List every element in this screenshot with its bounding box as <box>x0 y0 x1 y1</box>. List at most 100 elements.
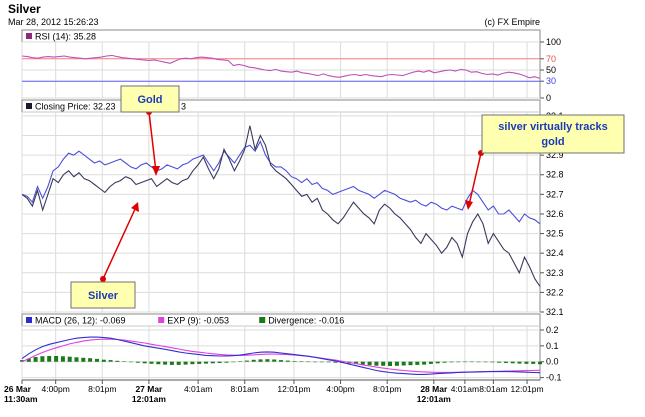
macd-ytick-label-2: 0.0 <box>546 357 559 367</box>
macd-frame <box>21 313 541 381</box>
rsi-ytick-label-1: 70 <box>546 54 556 64</box>
copyright-text: (c) FX Empire <box>484 17 540 27</box>
macd-legend-label-0: MACD (26, 12): -0.069 <box>35 316 126 326</box>
macd-ytick-label-0: 0.2 <box>546 325 559 335</box>
divergence-bar <box>422 361 427 365</box>
divergence-bar <box>244 360 249 362</box>
rsi-ytick-label-2: 50 <box>546 65 556 75</box>
divergence-bar <box>272 359 277 362</box>
divergence-bar <box>428 361 433 364</box>
divergence-bar <box>258 359 263 362</box>
gold-arrow <box>148 111 157 173</box>
macd-legend-label-2: Divergence: -0.016 <box>268 316 344 326</box>
divergence-bar <box>503 361 508 363</box>
divergence-bar <box>313 361 318 363</box>
divergence-bar <box>401 361 406 366</box>
divergence-bar <box>129 361 133 363</box>
divergence-bar <box>490 361 495 363</box>
divergence-bar <box>142 361 147 364</box>
divergence-bar <box>54 356 59 362</box>
divergence-bar <box>456 361 461 363</box>
divergence-bar <box>238 361 243 362</box>
divergence-bar <box>469 361 474 363</box>
x-tick-label-9: 28 Mar <box>420 384 448 394</box>
divergence-bar <box>156 361 161 365</box>
divergence-bar <box>374 361 379 366</box>
divergence-bar <box>388 361 392 366</box>
x-tick-label-6: 12:01pm <box>277 384 310 394</box>
divergence-bar <box>149 361 154 364</box>
silver-arrowhead <box>131 202 139 212</box>
x-tick-label-1: 4:00pm <box>41 384 69 394</box>
price-ytick-label-3: 32.8 <box>546 170 564 180</box>
price-ytick-label-5: 32.6 <box>546 209 564 219</box>
x-tick-label-12: 12:01pm <box>511 384 544 394</box>
price-legend-label-1: 3 <box>181 102 186 112</box>
divergence-bar <box>210 361 215 364</box>
tracks-arrow <box>468 152 482 206</box>
divergence-bar <box>435 361 440 364</box>
divergence-bar <box>279 360 283 362</box>
annotations: Gold Silver silver virtually tracks gold <box>70 85 625 309</box>
divergence-bar <box>265 359 270 362</box>
divergence-bar <box>538 361 542 365</box>
divergence-bar <box>60 356 65 362</box>
price-frame <box>21 99 541 313</box>
divergence-bar <box>354 361 358 365</box>
divergence-bar <box>40 356 45 362</box>
divergence-bar <box>224 361 229 363</box>
rsi-legend-label-0: RSI (14): 35.28 <box>35 32 96 42</box>
divergence-bar <box>408 361 413 366</box>
divergence-bar <box>217 361 222 363</box>
gold-callout-text: Gold <box>137 94 162 106</box>
divergence-bar <box>26 358 31 362</box>
x-tick-sublabel-3: 12:01am <box>132 394 166 404</box>
chart-title: Silver <box>8 2 41 16</box>
divergence-bar <box>531 361 536 364</box>
divergence-bar <box>319 361 324 363</box>
rsi-ytick-label-4: 0 <box>546 93 551 103</box>
divergence-bar <box>135 361 140 363</box>
divergence-bar <box>299 361 304 362</box>
silver-arrow <box>102 206 137 280</box>
x-tick-label-2: 8:01pm <box>88 384 116 394</box>
rsi-frame <box>21 29 541 99</box>
divergence-bar <box>510 361 515 364</box>
divergence-bar <box>47 356 52 362</box>
divergence-bar <box>367 361 372 366</box>
silver-arrow-dot <box>100 276 106 282</box>
tracks-callout-line1: silver virtually tracks <box>498 121 607 133</box>
x-tick-label-5: 8:01am <box>231 384 259 394</box>
x-tick-label-11: 8:01am <box>479 384 507 394</box>
divergence-bar <box>33 357 38 362</box>
divergence-bar <box>169 361 174 365</box>
price-ytick-label-9: 32.2 <box>546 287 564 297</box>
tracks-callout-line2: gold <box>541 136 564 148</box>
divergence-bar <box>360 361 365 365</box>
chart-datetime: Mar 28, 2012 15:26:23 <box>8 17 99 27</box>
divergence-bar <box>476 361 481 363</box>
price-legend-label-0: Closing Price: 32.23 <box>35 102 116 112</box>
x-tick-sublabel-0: 11:30am <box>4 394 38 404</box>
price-ytick-label-2: 32.9 <box>546 150 564 160</box>
macd-ytick-label-1: 0.1 <box>546 341 559 351</box>
macd-panel: 0.2 0.1 0.0 -0.1 MACD (26, 12): -0.069 EXP (9… <box>20 313 562 383</box>
divergence-bar <box>306 361 311 363</box>
x-tick-label-4: 4:01am <box>184 384 212 394</box>
rsi-ytick-label-3: 30 <box>546 76 556 86</box>
divergence-bar <box>449 361 454 363</box>
macd-legend-swatch-2 <box>259 317 266 323</box>
x-tick-label-0: 26 Mar <box>4 384 32 394</box>
tracks-callout <box>481 114 625 154</box>
price-ytick-label-6: 32.5 <box>546 229 564 239</box>
price-ytick-label-10: 32.1 <box>546 307 564 317</box>
x-tick-label-10: 4:01am <box>451 384 479 394</box>
divergence-bar <box>74 357 79 362</box>
tracks-arrowhead <box>465 200 473 210</box>
divergence-bar <box>333 361 338 363</box>
gold-series-line <box>21 140 541 225</box>
divergence-bar <box>20 360 24 362</box>
rsi-legend-swatch-0 <box>26 33 32 39</box>
